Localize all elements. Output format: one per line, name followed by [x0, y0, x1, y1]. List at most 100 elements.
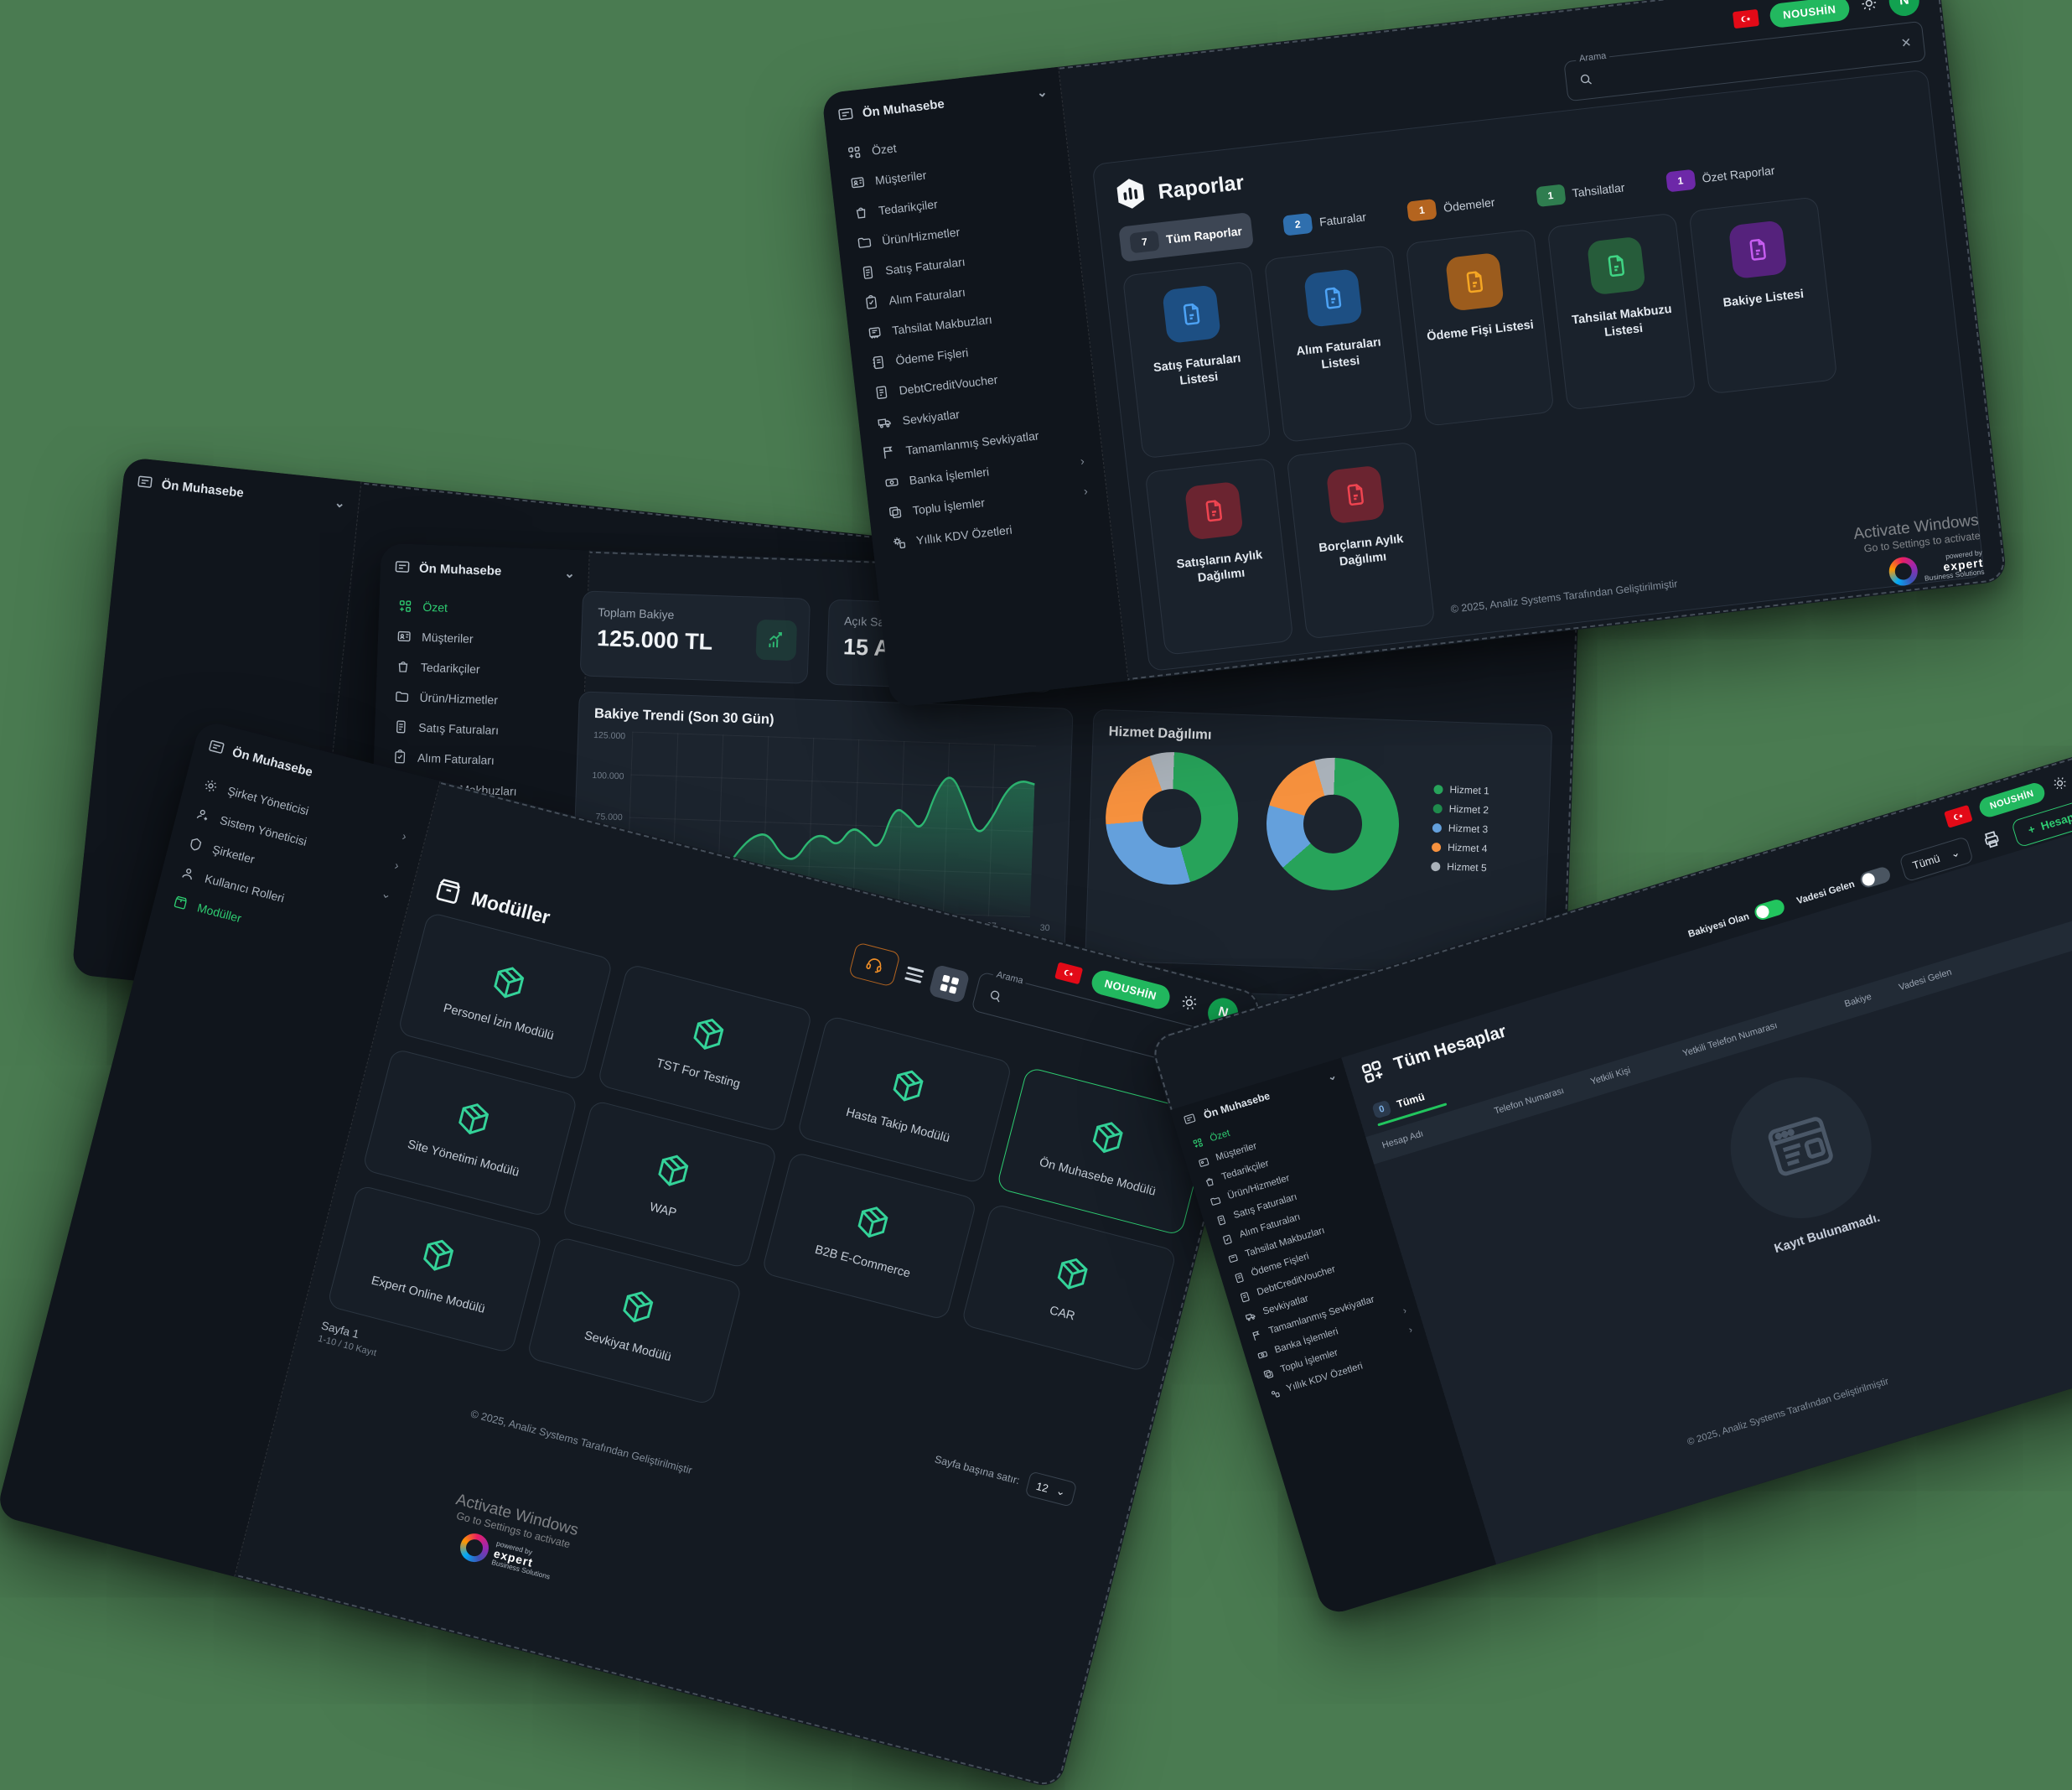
module-card-b2b-ecommerce[interactable]: B2B E-Commerce: [760, 1151, 978, 1321]
module-card-wap[interactable]: WAP: [561, 1099, 779, 1269]
printer-icon[interactable]: [1979, 827, 2005, 856]
sidebar-item-banka-islemleri[interactable]: Banka İşlemleri ›: [878, 445, 1090, 499]
support-headset-button[interactable]: [847, 942, 901, 988]
module-card-sevkiyat[interactable]: Sevkiyat Modülü: [526, 1236, 743, 1406]
sidebar-item-tahsilat-makbuzlari[interactable]: Tahsilat Makbuzları: [1224, 1204, 1382, 1270]
sidebar-item-urun-hizmetler[interactable]: Ürün/Hizmetler: [1205, 1146, 1364, 1212]
light-mode-icon[interactable]: [1178, 992, 1200, 1016]
sidebar-item-odeme-fisleri[interactable]: Ödeme Fişleri: [1230, 1223, 1388, 1289]
sidebar-item-debtcreditvoucher[interactable]: DebtCreditVoucher: [868, 355, 1080, 408]
sidebar-item-yillik-kdv-ozetleri[interactable]: Yıllık KDV Özetleri: [884, 505, 1097, 558]
turkish-flag-icon[interactable]: [1943, 804, 1973, 828]
report-card-alim-faturalari-listesi[interactable]: Alım Faturaları Listesi: [1263, 245, 1413, 444]
sidebar-item-toplu-islemler[interactable]: Toplu İşlemler ›: [1259, 1320, 1417, 1386]
sidebar-item-debtcreditvoucher[interactable]: DebtCreditVoucher: [1235, 1243, 1394, 1309]
module-card-personel-izin[interactable]: Personel İzin Modülü: [396, 911, 614, 1082]
module-card-site-yonetimi[interactable]: Site Yönetimi Modülü: [361, 1047, 578, 1218]
turkish-flag-icon[interactable]: [1732, 8, 1759, 29]
sidebar-item-tedarikciler[interactable]: Tedarikçiler: [847, 175, 1059, 229]
tab-odemeler[interactable]: 1 Ödemeler: [1396, 184, 1506, 231]
close-icon[interactable]: ✕: [1899, 35, 1913, 51]
sidebar-item-odeme-fisleri[interactable]: Ödeme Fişleri: [864, 325, 1077, 379]
bank-cash-icon: [883, 475, 900, 491]
sidebar-item-moduller[interactable]: Modüller: [164, 885, 385, 969]
sidebar-item-banka-islemleri[interactable]: Banka İşlemleri ›: [1253, 1300, 1412, 1367]
sidebar-item-musteriler[interactable]: Müşteriler: [391, 621, 573, 658]
sidebar-item-satis-faturalari[interactable]: Satış Faturaları: [388, 711, 570, 748]
toggle-switch[interactable]: [1858, 865, 1893, 890]
toggle-switch[interactable]: [1753, 897, 1787, 922]
column-header[interactable]: Yetkili Telefon Numarası: [1681, 1020, 1779, 1059]
column-header[interactable]: Vadesi Gelen: [1898, 967, 1954, 994]
light-mode-icon[interactable]: [2051, 775, 2070, 796]
sidebar-item-satis-faturalari[interactable]: Satış Faturaları: [1212, 1165, 1370, 1232]
chevron-down-icon[interactable]: ⌄: [334, 495, 346, 511]
module-card-car[interactable]: CAR: [961, 1202, 1178, 1372]
sidebar-item-alim-faturalari[interactable]: Alım Faturaları: [386, 741, 568, 778]
sidebar-header[interactable]: Ön Muhasebe: [206, 737, 423, 808]
grid-view-button[interactable]: [928, 963, 971, 1004]
chevron-down-icon[interactable]: ⌄: [1326, 1069, 1339, 1084]
sidebar-header[interactable]: Ön Muhasebe ⌄: [394, 559, 576, 583]
sidebar-item-label: Tedarikçiler: [420, 660, 480, 677]
sidebar-item-urun-hizmetler[interactable]: Ürün/Hizmetler: [850, 205, 1063, 259]
module-card-tst-for-testing[interactable]: TST For Testing: [596, 962, 814, 1134]
sidebar-item-tamamlanmis-sevkiyatlar[interactable]: Tamamlanmış Sevkiyatlar: [1247, 1281, 1406, 1347]
sidebar-item-tamamlanmis-sevkiyatlar[interactable]: Tamamlanmış Sevkiyatlar: [874, 415, 1087, 469]
report-card-tahsilat-makbuzu-listesi[interactable]: Tahsilat Makbuzu Listesi: [1546, 212, 1696, 411]
sidebar-item-sirketler[interactable]: Şirketler ⌄: [179, 827, 400, 911]
sidebar-item-yillik-kdv-ozetleri[interactable]: Yıllık KDV Özetleri: [1265, 1339, 1423, 1405]
module-card-on-muhasebe[interactable]: ✓ Ön Muhasebe Modülü: [996, 1066, 1213, 1237]
sidebar-item-sistem-yoneticisi[interactable]: Sistem Yöneticisi ›: [187, 797, 407, 881]
report-card-bakiye-listesi[interactable]: Bakiye Listesi: [1688, 196, 1838, 395]
menu-icon[interactable]: [904, 966, 925, 983]
sidebar-item-musteriler[interactable]: Müşteriler: [1194, 1108, 1352, 1175]
column-header[interactable]: Yetkili Kişi: [1589, 1065, 1632, 1087]
tab-tahsilatlar[interactable]: 1 Tahsilatlar: [1525, 169, 1637, 215]
sidebar-item-ozet[interactable]: Özet: [840, 115, 1053, 169]
light-mode-icon[interactable]: [1860, 0, 1879, 16]
sidebar-item-satis-faturalari[interactable]: Satış Faturaları: [854, 235, 1067, 288]
search-input[interactable]: Arama ✕: [1563, 20, 1927, 102]
sidebar-item-toplu-islemler[interactable]: Toplu İşlemler ›: [881, 475, 1094, 529]
avatar[interactable]: N: [1887, 0, 1921, 18]
sidebar-item-tedarikciler[interactable]: Tedarikçiler: [390, 651, 572, 687]
column-header[interactable]: Telefon Numarası: [1493, 1086, 1566, 1117]
report-card-satis-faturalari-listesi[interactable]: Satış Faturaları Listesi: [1121, 261, 1272, 459]
sidebar-item-ozet[interactable]: Özet: [392, 591, 574, 628]
user-badge[interactable]: NOUSHİN: [1768, 0, 1851, 29]
service-donut-chart-1: [1103, 750, 1241, 887]
sidebar-item-musteriler[interactable]: Müşteriler: [843, 145, 1056, 199]
sidebar-item-sevkiyatlar[interactable]: Sevkiyatlar: [1241, 1262, 1400, 1328]
search-input[interactable]: Arama ✕: [971, 968, 1233, 1076]
column-header[interactable]: Bakiye: [1843, 991, 1873, 1009]
tab-ozet-raporlar[interactable]: 1 Özet Raporlar: [1655, 152, 1787, 201]
sidebar-item-sirket-yoneticisi[interactable]: Şirket Yöneticisi ›: [194, 768, 415, 852]
purchase-invoice-icon: [1220, 1232, 1234, 1246]
tab-tum-raporlar[interactable]: 7 Tüm Raporlar: [1118, 212, 1255, 262]
sidebar-header[interactable]: Ön Muhasebe ⌄: [837, 84, 1049, 124]
report-card-borclarin-aylik-dagilimi[interactable]: Borçların Aylık Dağılımı: [1286, 441, 1436, 640]
turkish-flag-icon[interactable]: [1054, 962, 1083, 985]
sidebar-header[interactable]: Ön Muhasebe ⌄: [1182, 1069, 1338, 1128]
sidebar-item-alim-faturalari[interactable]: Alım Faturaları: [857, 265, 1070, 319]
column-header[interactable]: Hesap Adı: [1380, 1128, 1425, 1151]
tab-faturalar[interactable]: 2 Faturalar: [1272, 198, 1378, 245]
sidebar-item-alim-faturalari[interactable]: Alım Faturaları: [1218, 1185, 1376, 1251]
sidebar-item-ozet[interactable]: Özet: [1188, 1089, 1346, 1155]
sidebar-item-kullanici-rolleri[interactable]: Kullanıcı Rolleri: [172, 856, 392, 940]
sidebar-item-tahsilat-makbuzlari[interactable]: Tahsilat Makbuzları: [861, 295, 1074, 349]
voucher-book-icon: [873, 384, 890, 401]
chevron-down-icon[interactable]: ⌄: [563, 566, 576, 582]
chevron-down-icon[interactable]: ⌄: [1036, 85, 1049, 101]
sidebar-item-tedarikciler[interactable]: Tedarikçiler: [1199, 1127, 1358, 1193]
sidebar-item-sevkiyatlar[interactable]: Sevkiyatlar: [871, 385, 1084, 438]
report-card-satislarin-aylik-dagilimi[interactable]: Satışların Aylık Dağılımı: [1144, 457, 1294, 656]
module-card-hasta-takip[interactable]: Hasta Takip Modülü: [796, 1014, 1013, 1185]
legend-item: Hizmet 3: [1432, 822, 1488, 835]
module-card-expert-online[interactable]: Expert Online Modülü: [326, 1184, 543, 1354]
report-card-odeme-fisi-listesi[interactable]: Ödeme Fişi Listesi: [1405, 228, 1555, 427]
sidebar-item-label: Alım Faturaları: [888, 285, 966, 308]
sidebar-header[interactable]: Ön Muhasebe ⌄: [136, 474, 346, 512]
sidebar-item-urun-hizmetler[interactable]: Ürün/Hizmetler: [389, 681, 571, 718]
